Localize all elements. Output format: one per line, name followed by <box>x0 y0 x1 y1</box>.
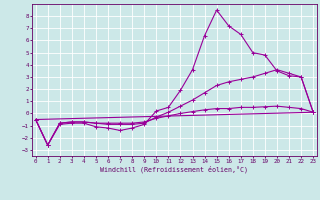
X-axis label: Windchill (Refroidissement éolien,°C): Windchill (Refroidissement éolien,°C) <box>100 166 248 173</box>
